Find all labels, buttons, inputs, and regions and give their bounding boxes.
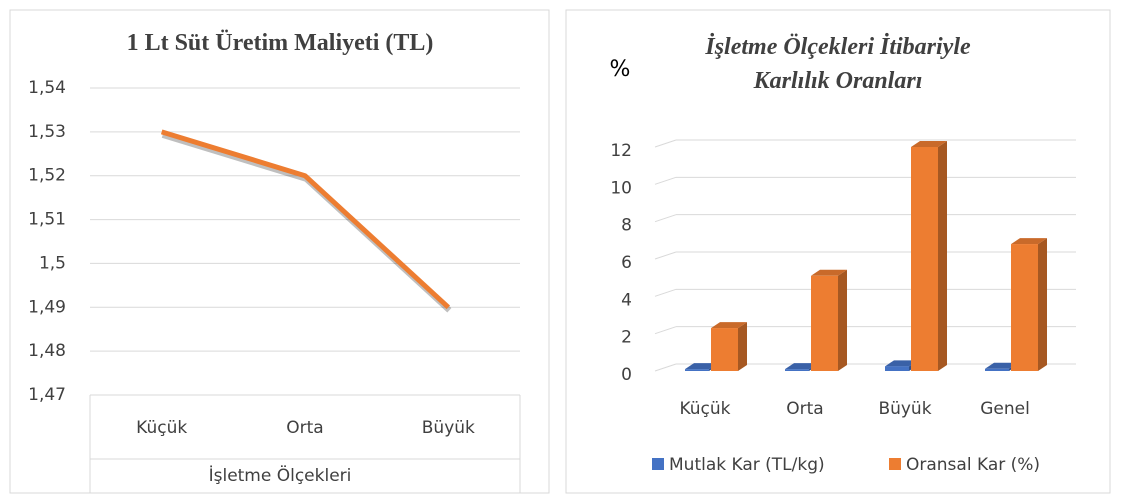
bar-top (1011, 238, 1047, 245)
bar-top (911, 141, 947, 147)
bar (1011, 238, 1047, 371)
bar (811, 269, 847, 371)
bar-front (785, 369, 809, 371)
y-tick-label: 1,53 (28, 122, 66, 142)
y-axis-title: % (610, 57, 631, 82)
y-tick-label: 12 (610, 141, 632, 161)
x-tick-label: Orta (286, 418, 323, 438)
grid-line-side (654, 251, 677, 260)
grid-line-side (654, 363, 677, 372)
x-tick-label: Küçük (136, 418, 187, 438)
bar-front (811, 275, 838, 371)
y-tick-label: 1,54 (28, 78, 66, 98)
y-tick-label: 8 (621, 216, 632, 236)
right-title: İşletme Ölçekleri İtibariyle Karlılık Or… (705, 34, 971, 94)
y-tick-label: 0 (621, 365, 632, 385)
legend-label: Oransal Kar (%) (906, 455, 1040, 475)
bar (711, 322, 747, 371)
grid-line-side (654, 288, 677, 297)
bar-top (685, 363, 718, 370)
y-tick-label: 1,47 (28, 385, 66, 405)
x-tick-label: Büyük (422, 418, 475, 438)
y-tick-label: 1,52 (28, 166, 66, 186)
right-panel (565, 9, 1111, 494)
bar-front (711, 328, 738, 371)
y-tick-label: 1,48 (28, 341, 66, 361)
grid-line-side (654, 326, 677, 335)
left-panel (9, 9, 550, 494)
grid-line-side (654, 214, 677, 223)
bar-top (985, 362, 1018, 369)
x-tick-label: Büyük (878, 399, 931, 419)
bar-side (938, 141, 947, 371)
bar-front (885, 366, 909, 371)
bar-top (785, 363, 818, 370)
bar-top (885, 360, 918, 367)
grid-line-side (654, 139, 677, 148)
bar-top (811, 269, 847, 276)
bar-front (911, 147, 938, 371)
x-axis-title: İşletme Ölçekleri (209, 464, 352, 486)
y-tick-label: 4 (621, 290, 632, 310)
y-tick-label: 6 (621, 253, 632, 273)
line (160, 129, 451, 310)
legend-label: Mutlak Kar (TL/kg) (669, 455, 825, 475)
left-title: 1 Lt Süt Üretim Maliyeti (TL) (126, 30, 434, 56)
legend-swatch (889, 458, 901, 470)
bar-front (985, 368, 1009, 371)
bar-front (1011, 244, 1038, 371)
y-tick-label: 10 (610, 178, 632, 198)
bar (911, 141, 947, 371)
x-tick-label: Küçük (679, 399, 730, 419)
grid-line-side (654, 176, 677, 185)
x-tick-label: Genel (980, 399, 1030, 419)
y-tick-label: 1,5 (39, 253, 66, 273)
bar-side (738, 322, 747, 371)
legend-swatch (652, 458, 664, 470)
y-tick-label: 1,51 (28, 210, 66, 230)
x-tick-label: Orta (786, 399, 823, 419)
y-tick-label: 1,49 (28, 297, 66, 317)
bar-front (685, 369, 709, 371)
bar-top (711, 322, 747, 329)
y-tick-label: 2 (621, 328, 632, 348)
bar-side (1038, 238, 1047, 371)
line-shadow (161, 131, 452, 313)
bar-side (838, 269, 847, 371)
